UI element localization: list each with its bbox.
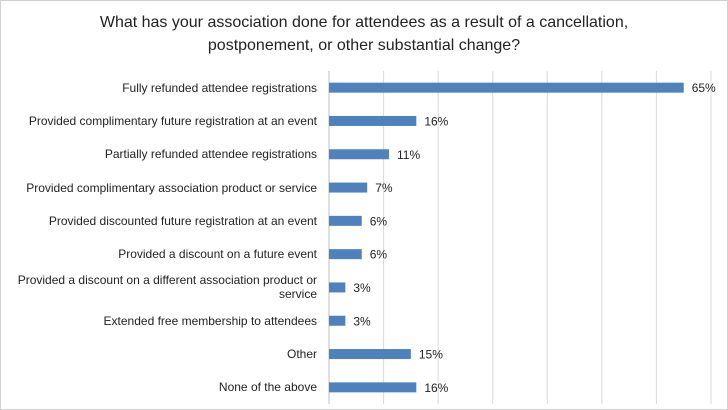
bar [329, 215, 362, 226]
data-label: 6% [370, 248, 388, 262]
bar [329, 115, 417, 126]
bar [329, 149, 390, 160]
category-label: Provided a discount on a different assoc… [17, 273, 317, 302]
data-label: 3% [353, 314, 371, 328]
bar [329, 182, 368, 193]
chart-title: What has your association done for atten… [99, 14, 629, 54]
data-label: 3% [353, 281, 371, 295]
category-label: Provided complimentary future registrati… [28, 113, 317, 128]
bar [329, 315, 346, 326]
category-label: None of the above [218, 380, 317, 395]
category-label: Extended free membership to attendees [103, 313, 317, 328]
category-label: Fully refunded attendee registrations [122, 80, 317, 95]
bar [329, 382, 417, 393]
bar [329, 349, 411, 360]
data-label: 7% [375, 181, 393, 195]
category-label: Provided discounted future registration … [48, 213, 317, 228]
category-label: Provided complimentary association produ… [26, 180, 317, 195]
category-label: Other [286, 347, 317, 362]
category-label: Provided a discount on a future event [118, 247, 317, 262]
bar [329, 249, 362, 260]
data-label: 15% [419, 348, 443, 362]
data-label: 6% [370, 214, 388, 228]
data-label: 11% [397, 148, 420, 162]
data-label: 65% [692, 81, 716, 95]
bar [329, 82, 684, 93]
category-label: Partially refunded attendee registration… [104, 147, 317, 162]
data-label: 16% [424, 381, 448, 395]
bar [329, 282, 346, 293]
data-label: 16% [424, 114, 448, 128]
